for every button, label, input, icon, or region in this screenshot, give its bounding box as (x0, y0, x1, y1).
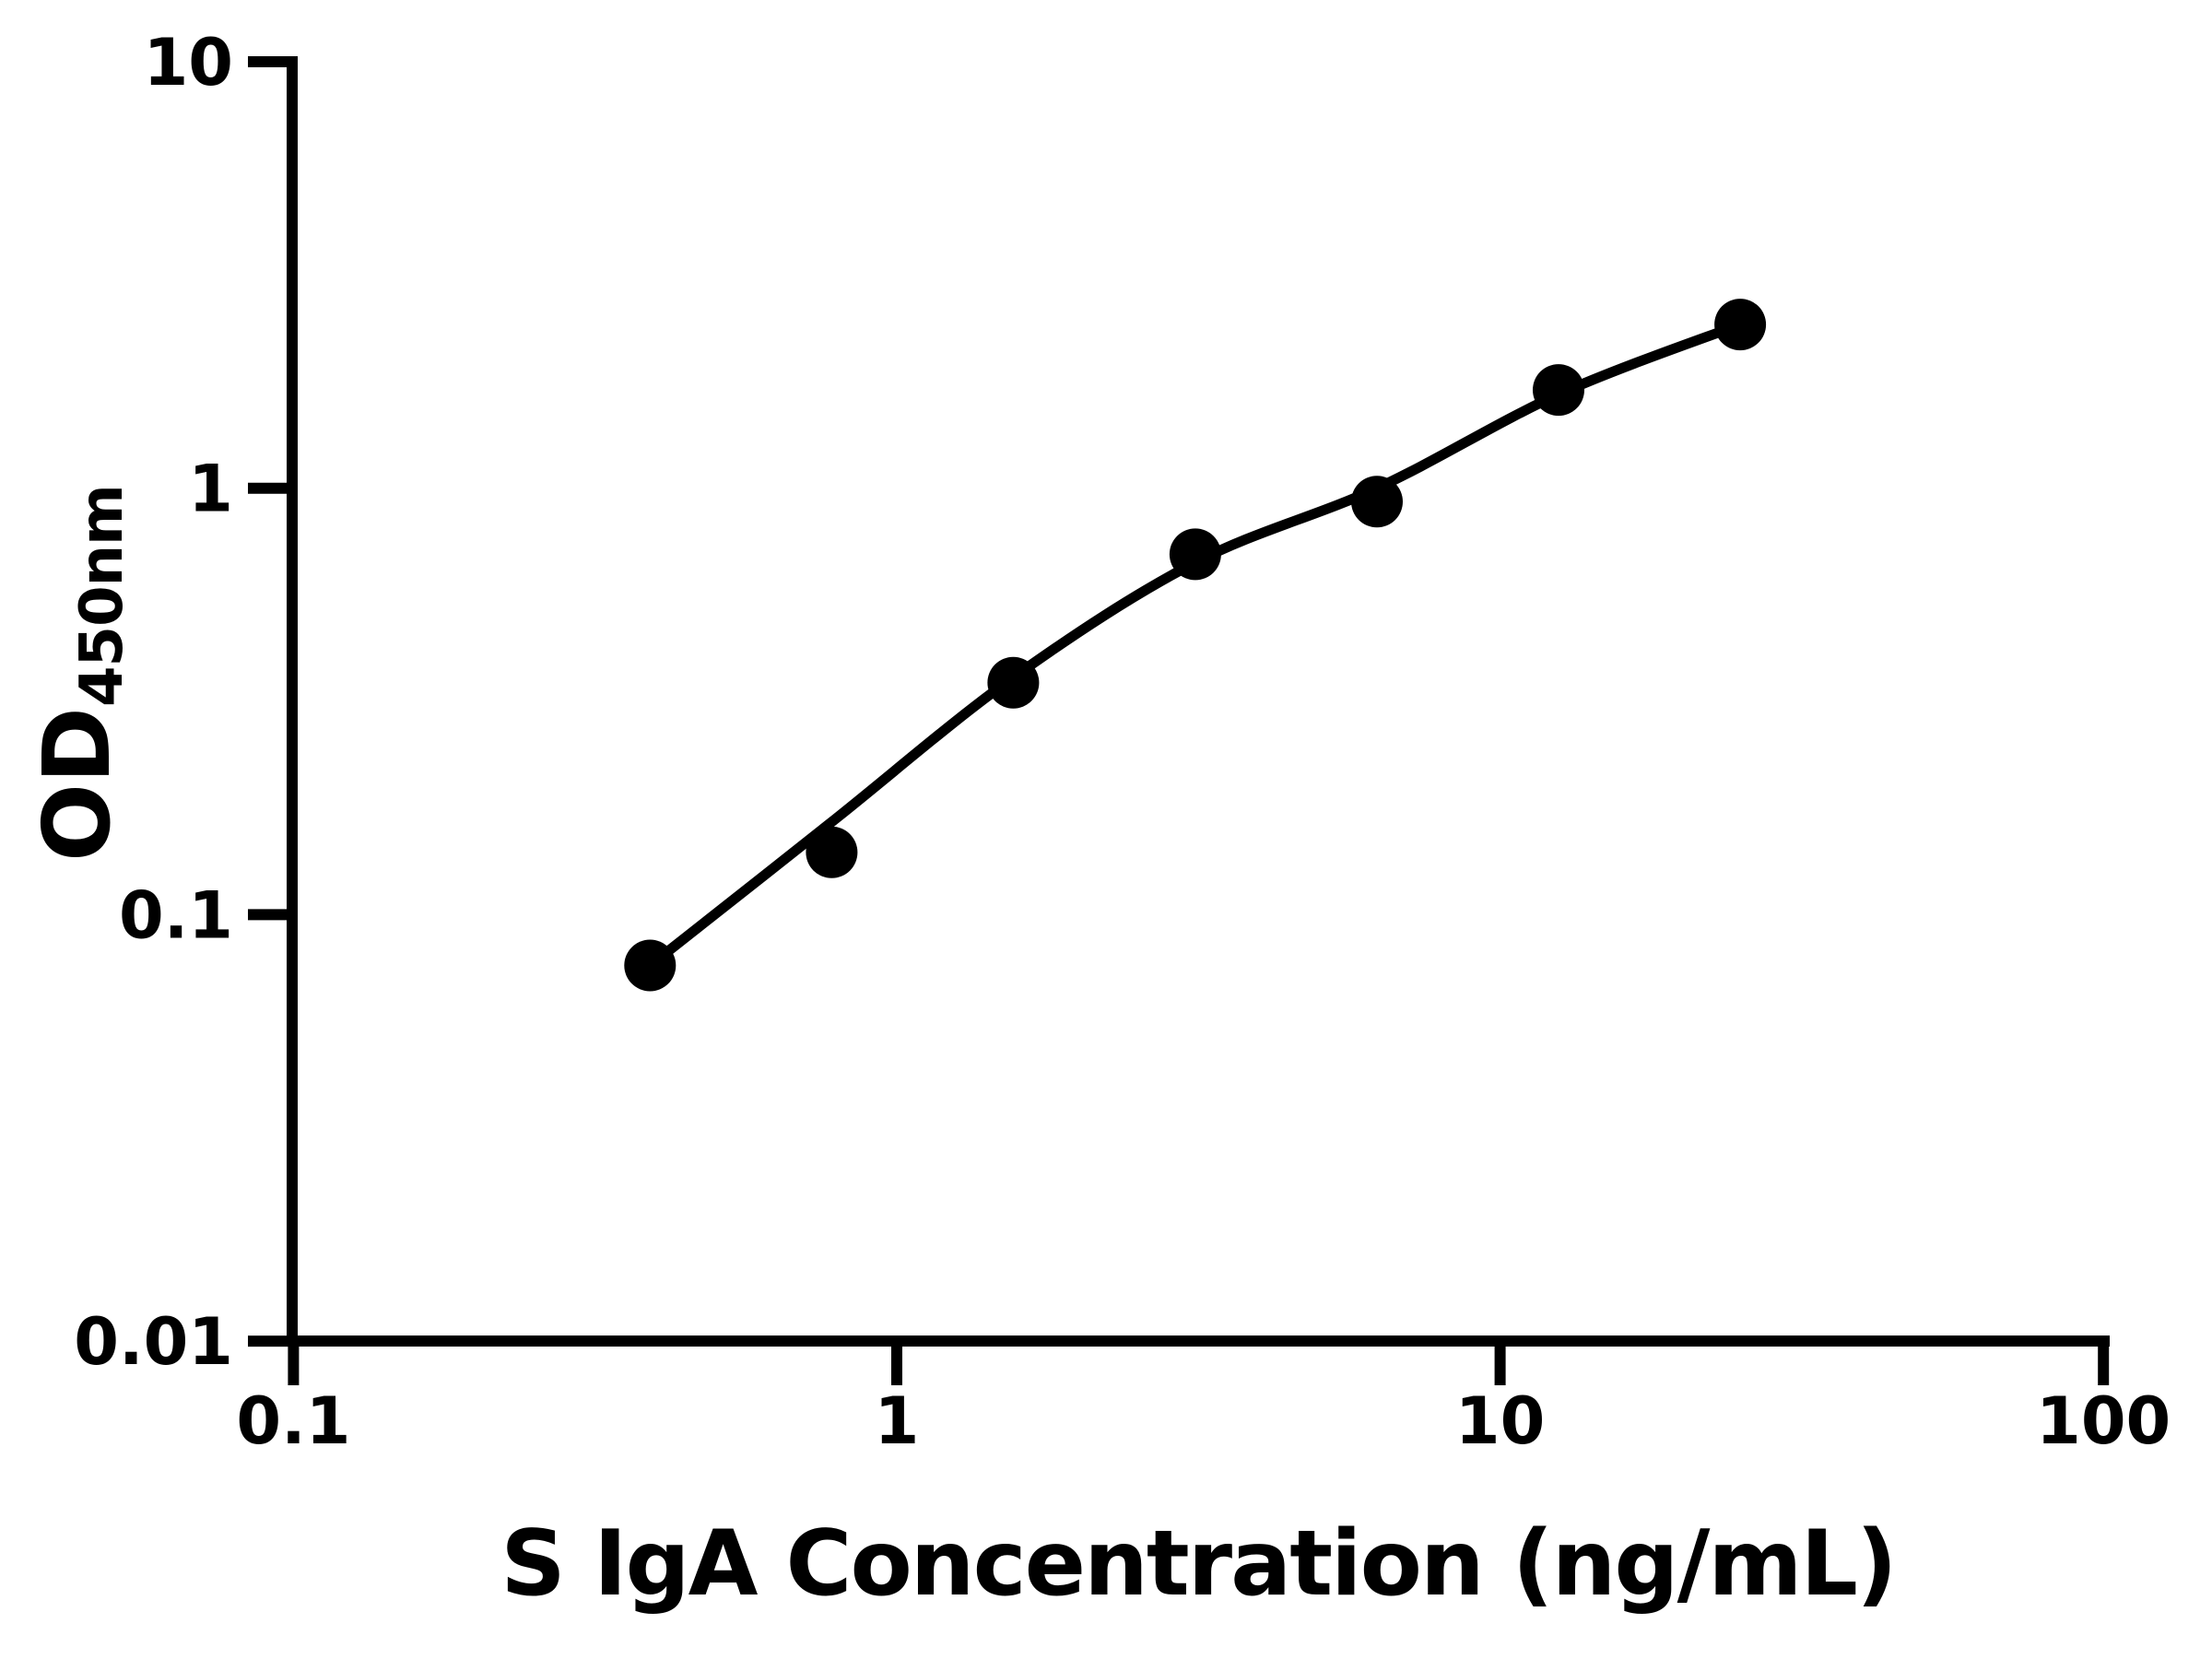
y-axis-title-subscript: 450nm (68, 485, 136, 707)
x-tick-label: 1 (875, 1383, 920, 1459)
y-axis-title-main: OD (23, 706, 131, 862)
data-point (806, 826, 858, 878)
y-tick-label: 10 (144, 25, 233, 100)
x-tick-label: 10 (1455, 1383, 1545, 1459)
y-axis-title: OD450nm (23, 485, 150, 862)
data-point (1169, 528, 1221, 581)
data-point (1351, 476, 1403, 528)
x-axis-title: S IgA Concentration (ng/mL) (500, 1512, 1897, 1617)
y-tick-label: 0.01 (74, 1304, 233, 1380)
data-point (1714, 299, 1767, 351)
x-tick-label: 0.1 (236, 1383, 350, 1459)
data-point (624, 939, 677, 992)
data-point (1533, 364, 1584, 417)
y-tick-label: 0.1 (119, 877, 233, 953)
data-point (987, 656, 1040, 709)
y-tick-label: 1 (188, 452, 233, 527)
x-tick-label: 100 (2036, 1383, 2171, 1459)
